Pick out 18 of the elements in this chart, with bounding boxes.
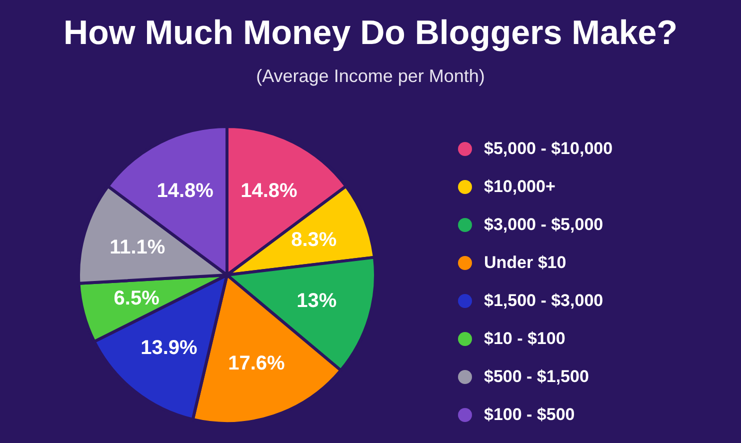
legend-label: $1,500 - $3,000: [484, 291, 604, 311]
legend-label: $500 - $1,500: [484, 367, 589, 387]
legend-label: $3,000 - $5,000: [484, 215, 604, 235]
data-label: 13%: [296, 290, 337, 312]
data-label: 14.8%: [156, 180, 214, 202]
legend-label: $10 - $100: [484, 329, 566, 349]
data-label: 8.3%: [291, 228, 337, 251]
chart-title: How Much Money Do Bloggers Make?: [62, 14, 678, 53]
data-label: 13.9%: [140, 336, 198, 359]
chart-subtitle: (Average Income per Month): [255, 66, 486, 87]
legend-label: $5,000 - $10,000: [484, 139, 613, 159]
legend-label: $10,000+: [484, 177, 556, 197]
data-label: 11.1%: [110, 236, 166, 259]
legend-label: Under $10: [484, 253, 566, 273]
legend-label: $100 - $500: [484, 405, 575, 425]
data-label: 6.5%: [114, 288, 160, 310]
data-label: 17.6%: [228, 352, 286, 374]
data-label: 14.8%: [240, 180, 298, 202]
